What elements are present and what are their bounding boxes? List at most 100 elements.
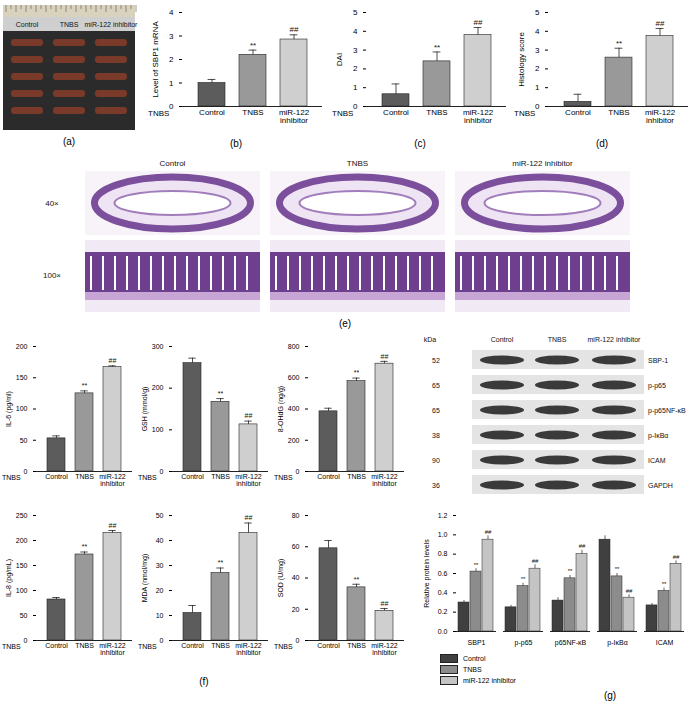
svg-text:52: 52 <box>432 357 440 364</box>
svg-text:TNBS: TNBS <box>548 336 567 343</box>
svg-text:miR-122inhibitor: miR-122inhibitor <box>463 108 494 125</box>
svg-text:4: 4 <box>535 27 540 36</box>
svg-text:1: 1 <box>535 83 540 92</box>
svg-text:miR-122 inhibitor: miR-122 inhibitor <box>85 21 139 28</box>
svg-text:**: ** <box>218 559 224 566</box>
svg-text:90: 90 <box>432 457 440 464</box>
svg-text:**: ** <box>521 576 526 582</box>
svg-text:150: 150 <box>16 374 28 381</box>
svg-text:p-p65: p-p65 <box>648 382 666 390</box>
svg-text:2: 2 <box>535 64 540 73</box>
svg-text:TNBS: TNBS <box>347 159 368 168</box>
svg-text:miR-122inhibitor: miR-122inhibitor <box>279 108 310 125</box>
svg-text:p-IκBα: p-IκBα <box>607 639 627 647</box>
svg-text:ICAM: ICAM <box>648 457 666 464</box>
svg-text:IL-8 (pg/mL): IL-8 (pg/mL) <box>5 559 13 597</box>
svg-text:##: ## <box>381 353 389 360</box>
svg-text:0.2: 0.2 <box>438 608 448 615</box>
svg-text:0: 0 <box>169 102 174 111</box>
svg-text:40: 40 <box>292 574 300 581</box>
svg-text:0: 0 <box>160 468 164 475</box>
svg-text:20: 20 <box>292 605 300 612</box>
svg-text:TNBS: TNBS <box>426 108 447 117</box>
svg-text:miR-122inhibitor: miR-122inhibitor <box>235 473 262 487</box>
svg-text:0.0: 0.0 <box>438 628 448 635</box>
svg-text:30: 30 <box>156 562 164 569</box>
svg-text:3: 3 <box>169 32 174 41</box>
svg-text:##: ## <box>626 588 633 594</box>
svg-text:p65NF-κB: p65NF-κB <box>555 639 587 647</box>
svg-text:Level of SBP1 mRNA: Level of SBP1 mRNA <box>151 21 160 98</box>
svg-text:**: ** <box>568 568 573 574</box>
svg-text:0.8: 0.8 <box>438 550 448 557</box>
svg-text:TNBS: TNBS <box>211 473 230 480</box>
svg-text:kDa: kDa <box>424 336 437 343</box>
svg-text:8-OHdG (ng/g): 8-OHdG (ng/g) <box>277 386 285 432</box>
svg-text:2: 2 <box>169 55 174 64</box>
svg-text:miR-122inhibitor: miR-122inhibitor <box>645 108 676 125</box>
svg-text:10: 10 <box>156 612 164 619</box>
svg-text:TNBS: TNBS <box>347 473 366 480</box>
svg-text:50: 50 <box>156 512 164 519</box>
svg-text:**: ** <box>354 575 360 582</box>
svg-text:Control: Control <box>317 473 340 480</box>
svg-text:TNBS: TNBS <box>608 108 629 117</box>
svg-text:##: ## <box>474 18 483 27</box>
svg-text:50: 50 <box>20 436 28 443</box>
svg-text:Control: Control <box>491 336 514 343</box>
svg-text:65: 65 <box>432 407 440 414</box>
svg-text:36: 36 <box>432 482 440 489</box>
svg-text:SOD (U/mg): SOD (U/mg) <box>277 559 285 598</box>
svg-text:SBP1: SBP1 <box>468 639 486 646</box>
svg-text:200: 200 <box>288 436 300 443</box>
svg-text:600: 600 <box>288 374 300 381</box>
svg-text:80: 80 <box>292 512 300 519</box>
svg-text:1: 1 <box>353 83 358 92</box>
svg-text:**: ** <box>82 543 88 550</box>
svg-text:3: 3 <box>353 46 358 55</box>
svg-text:**: ** <box>615 566 620 572</box>
svg-text:GAPDH: GAPDH <box>648 482 673 489</box>
svg-text:Control: Control <box>181 473 204 480</box>
svg-text:Control: Control <box>181 642 204 649</box>
svg-text:**: ** <box>662 581 667 587</box>
svg-text:100: 100 <box>152 426 164 433</box>
svg-text:150: 150 <box>16 562 28 569</box>
svg-text:250: 250 <box>16 512 28 519</box>
svg-text:Control: Control <box>317 642 340 649</box>
svg-text:0: 0 <box>160 637 164 644</box>
svg-text:##: ## <box>245 412 253 419</box>
svg-text:##: ## <box>109 357 117 364</box>
svg-text:1: 1 <box>169 79 174 88</box>
svg-text:Control: Control <box>565 108 591 117</box>
svg-text:**: ** <box>250 41 256 50</box>
svg-text:38: 38 <box>432 432 440 439</box>
svg-text:Control: Control <box>45 473 68 480</box>
svg-text:miR-122 inhibitor: miR-122 inhibitor <box>512 159 573 168</box>
svg-text:Control: Control <box>16 21 39 28</box>
svg-text:400: 400 <box>288 405 300 412</box>
svg-text:100: 100 <box>16 405 28 412</box>
svg-text:40×: 40× <box>45 199 59 208</box>
svg-text:65: 65 <box>432 382 440 389</box>
svg-text:0: 0 <box>353 102 358 111</box>
svg-text:20: 20 <box>156 587 164 594</box>
svg-text:100×: 100× <box>43 271 61 280</box>
svg-text:4: 4 <box>353 27 358 36</box>
svg-text:miR-122inhibitor: miR-122inhibitor <box>99 473 126 487</box>
svg-text:miR-122inhibitor: miR-122inhibitor <box>371 642 398 656</box>
svg-text:##: ## <box>673 554 680 560</box>
svg-text:##: ## <box>381 600 389 607</box>
svg-text:Relative protein levels: Relative protein levels <box>423 539 431 608</box>
svg-text:3: 3 <box>535 46 540 55</box>
svg-text:**: ** <box>218 390 224 397</box>
svg-text:##: ## <box>656 19 665 28</box>
svg-text:##: ## <box>290 25 299 34</box>
svg-text:0.4: 0.4 <box>438 589 448 596</box>
svg-text:p-p65NF-κB: p-p65NF-κB <box>648 407 686 415</box>
svg-text:MDA (nmol/mg): MDA (nmol/mg) <box>141 554 149 603</box>
svg-text:##: ## <box>485 529 492 535</box>
svg-text:Control: Control <box>199 108 225 117</box>
svg-text:50: 50 <box>20 612 28 619</box>
svg-text:miR-122inhibitor: miR-122inhibitor <box>99 642 126 656</box>
